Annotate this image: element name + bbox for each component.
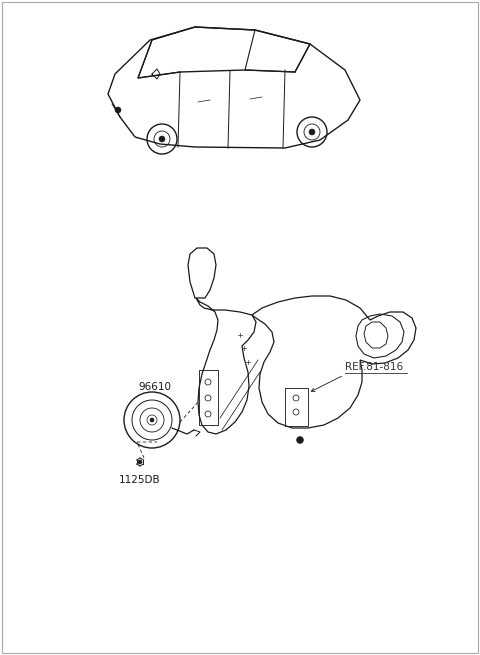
Text: 1125DB: 1125DB (119, 475, 161, 485)
Circle shape (150, 418, 154, 422)
Circle shape (138, 460, 142, 464)
Circle shape (159, 136, 165, 142)
Text: REF.81-816: REF.81-816 (345, 362, 403, 372)
Circle shape (115, 107, 121, 113)
Text: 96610: 96610 (139, 382, 171, 392)
Circle shape (309, 129, 315, 135)
Circle shape (297, 436, 303, 443)
